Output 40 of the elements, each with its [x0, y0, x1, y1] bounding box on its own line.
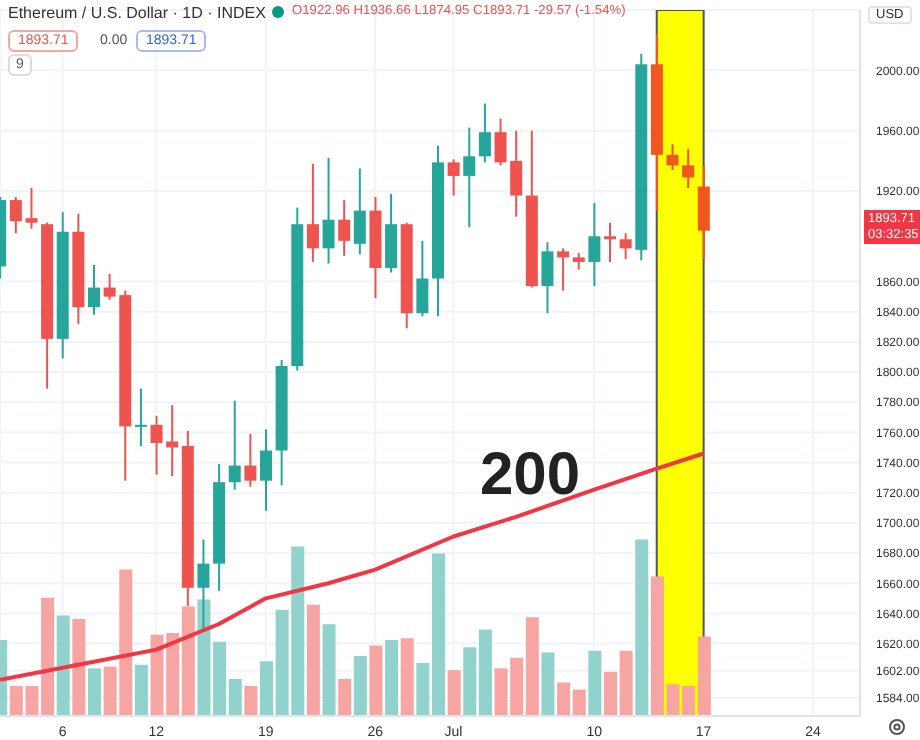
- bar: [353, 655, 367, 716]
- candlestick: [682, 147, 695, 190]
- chart-title: Ethereum / U.S. Dollar · 1D · INDEX: [8, 4, 266, 22]
- candlestick: [260, 428, 272, 512]
- candlestick: [244, 432, 257, 488]
- candlestick: [322, 156, 335, 265]
- bar: [385, 640, 399, 716]
- candlestick: [338, 199, 351, 257]
- candlestick: [228, 399, 241, 491]
- candlestick: [697, 164, 710, 260]
- candlestick: [416, 239, 429, 318]
- bar: [400, 638, 414, 716]
- candlestick: [557, 247, 570, 292]
- candlestick: [385, 193, 398, 274]
- bar: [338, 678, 352, 716]
- bar: [306, 604, 320, 716]
- candlestick: [588, 202, 601, 288]
- candlestick: [447, 158, 460, 197]
- bar: [588, 650, 602, 716]
- bar: [541, 652, 555, 716]
- bar: [447, 670, 461, 716]
- bar: [88, 668, 101, 716]
- bar: [635, 539, 649, 716]
- bar: [134, 664, 148, 716]
- candlestick: [541, 241, 554, 315]
- annotation: 200: [480, 442, 581, 508]
- bar: [322, 624, 336, 716]
- bar: [72, 618, 86, 716]
- bar: [244, 686, 258, 716]
- candlestick: [619, 232, 632, 260]
- candlestick: [88, 263, 100, 316]
- candlestick: [463, 126, 476, 229]
- candlestick: [604, 221, 616, 263]
- candlestick: [134, 387, 147, 447]
- bar: [56, 615, 70, 716]
- candlestick: [353, 167, 366, 256]
- candlestick: [306, 162, 319, 263]
- candlestick: [666, 143, 679, 171]
- bar: [369, 645, 383, 716]
- candlestick: [478, 102, 491, 164]
